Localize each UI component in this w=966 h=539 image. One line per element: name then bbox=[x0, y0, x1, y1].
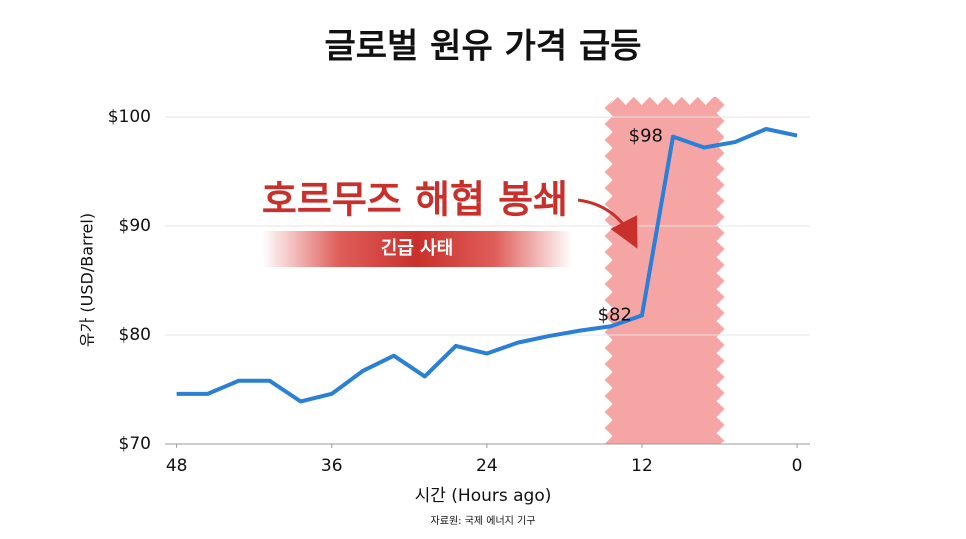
y-tick-label: $100 bbox=[108, 107, 151, 127]
x-tick-label: 48 bbox=[166, 456, 188, 476]
x-tick-label: 12 bbox=[631, 456, 653, 476]
value-label: $82 bbox=[598, 304, 632, 325]
y-axis-label: 유가 (USD/Barrel) bbox=[78, 213, 97, 347]
annotation: 호르무즈 해협 봉쇄 bbox=[262, 178, 568, 222]
y-tick-label: $80 bbox=[119, 325, 151, 345]
x-tick-label: 36 bbox=[321, 456, 343, 476]
x-tick-label: 0 bbox=[792, 456, 803, 476]
x-tick-label: 24 bbox=[476, 456, 498, 476]
value-label: $98 bbox=[629, 126, 663, 147]
y-tick-label: $70 bbox=[119, 434, 151, 454]
line bbox=[176, 126, 798, 404]
x-axis-label: 시간 (Hours ago) bbox=[415, 486, 552, 506]
highlight-band bbox=[604, 97, 725, 444]
badge: 긴급 사태 bbox=[381, 238, 454, 259]
badge-bg bbox=[262, 231, 572, 267]
source: 자료원: 국제 에너지 기구 bbox=[431, 515, 536, 527]
chart-title: 글로벌 원유 가격 급등 bbox=[324, 27, 641, 67]
y-tick-label: $90 bbox=[119, 216, 151, 236]
annotation-arrow bbox=[577, 198, 638, 249]
